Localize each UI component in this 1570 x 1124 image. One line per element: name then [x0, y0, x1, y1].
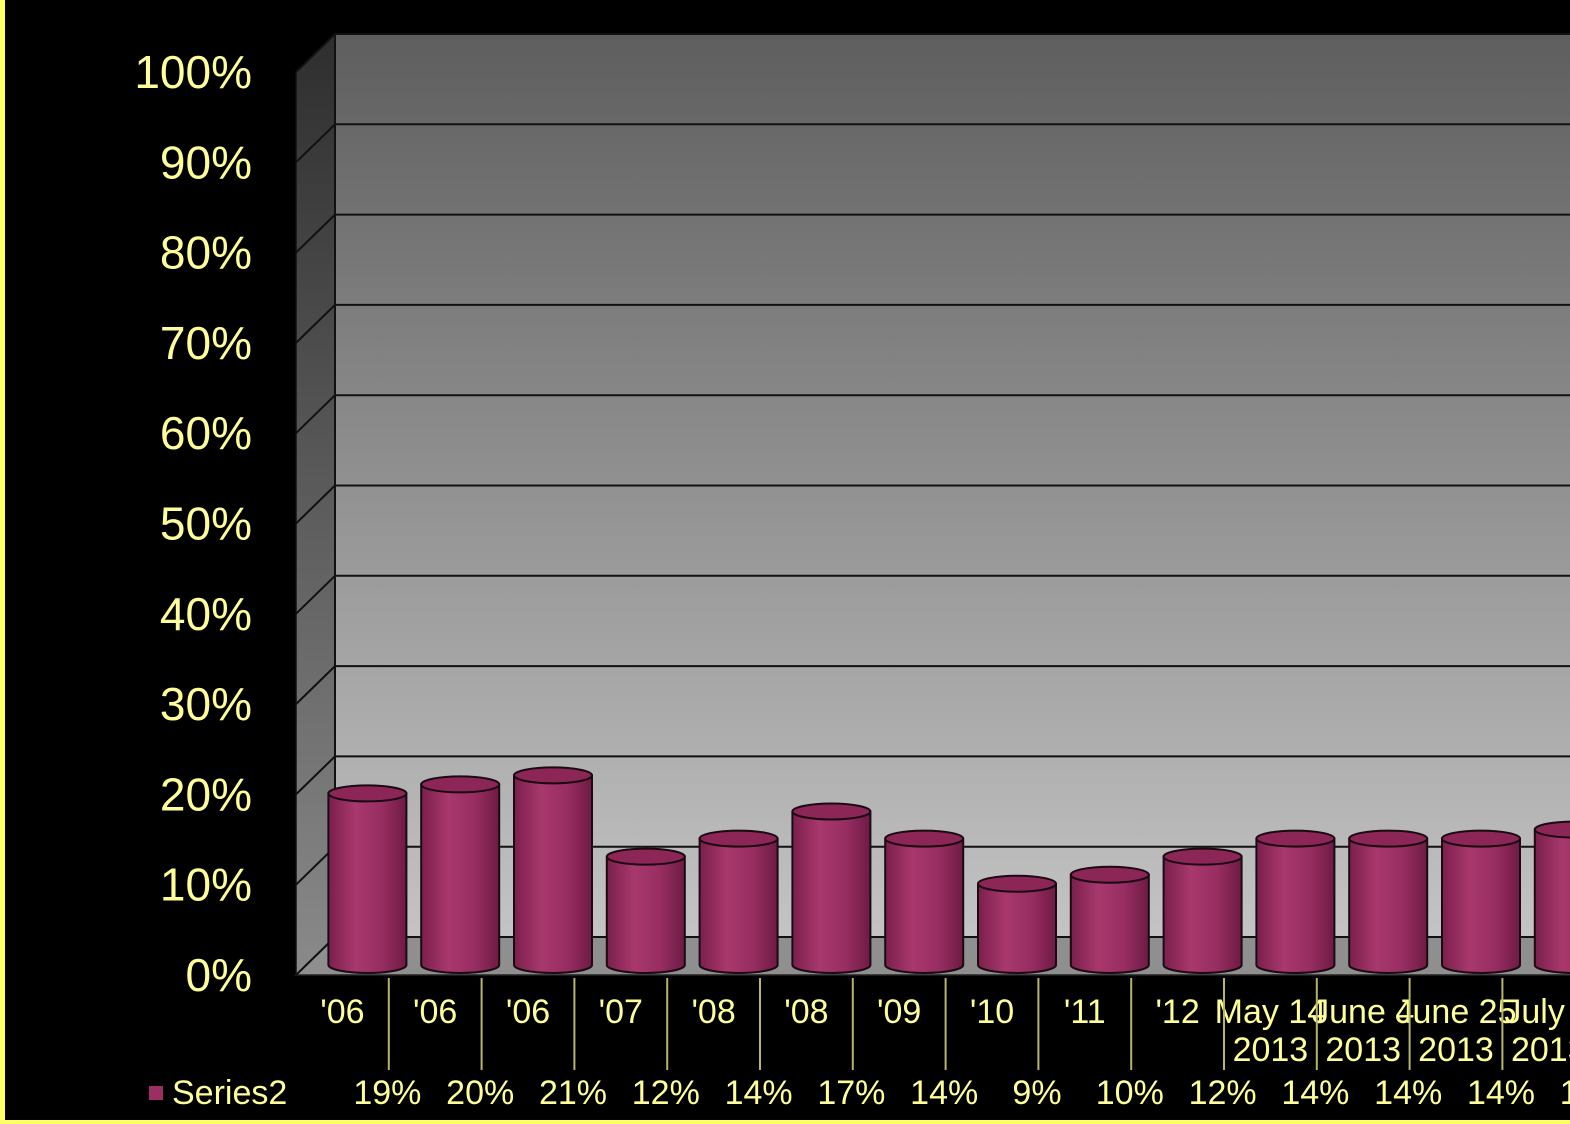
data-label: 14% — [1374, 1074, 1442, 1112]
y-tick-label: 0% — [186, 949, 252, 1001]
bar-body — [513, 774, 593, 974]
data-label: 12% — [632, 1074, 700, 1112]
gridline-side — [295, 484, 336, 525]
gridline-side — [295, 665, 336, 705]
bar-top — [1533, 820, 1570, 839]
gridline-side — [295, 33, 336, 73]
data-label: 9% — [1012, 1074, 1061, 1112]
bar — [605, 847, 686, 974]
bar-top — [791, 802, 872, 821]
x-tick-label: June 4 — [1312, 993, 1414, 1031]
x-tick-label: '12 — [1155, 993, 1199, 1031]
x-tick-label: '09 — [877, 993, 921, 1031]
x-tick-label: '06 — [506, 993, 550, 1031]
bar — [513, 766, 593, 974]
bar-body — [605, 855, 686, 974]
bar-top — [513, 766, 593, 785]
bar-body — [1069, 873, 1150, 974]
data-label: 14% — [1467, 1074, 1535, 1112]
data-label: 15% — [1560, 1074, 1570, 1112]
bar-body — [1533, 828, 1570, 974]
data-label: 14% — [1281, 1074, 1349, 1112]
y-tick-label: 80% — [160, 227, 252, 279]
bar-top — [698, 829, 779, 848]
data-label: 12% — [1189, 1074, 1257, 1112]
bar-body — [698, 837, 779, 974]
x-tick-label: 2013 — [1233, 1031, 1309, 1069]
gridline-side — [295, 123, 336, 164]
y-tick-label: 50% — [160, 498, 252, 550]
bar-body — [884, 837, 965, 974]
x-tick-label: '08 — [691, 993, 735, 1031]
x-tick-label: '06 — [413, 993, 457, 1031]
bar — [1441, 829, 1521, 974]
gridline-side — [295, 575, 336, 615]
gridline-side — [295, 304, 336, 344]
bar — [1255, 829, 1336, 974]
bar-top — [884, 829, 965, 848]
bar — [791, 802, 872, 974]
bar — [1162, 847, 1243, 974]
x-tick-label: '08 — [784, 993, 828, 1031]
x-tick-label: '07 — [599, 993, 643, 1031]
bar — [1348, 829, 1429, 974]
bar-top — [605, 847, 686, 866]
y-tick-label: 20% — [160, 768, 252, 820]
bar-top — [977, 874, 1057, 893]
y-tick-label: 100% — [134, 46, 252, 98]
bar-top — [1069, 865, 1150, 884]
bar-body — [1441, 837, 1521, 974]
y-tick-label: 40% — [160, 588, 252, 640]
bar-top — [327, 784, 408, 803]
data-label: 10% — [1096, 1074, 1164, 1112]
legend-series-name: Series2 — [172, 1074, 287, 1112]
bar — [420, 775, 501, 974]
data-label: 17% — [817, 1074, 885, 1112]
gridline-side — [295, 394, 336, 434]
bar — [1533, 820, 1570, 974]
data-label: 19% — [353, 1074, 421, 1112]
y-tick-label: 60% — [160, 407, 252, 459]
bar — [327, 784, 408, 974]
bar-body — [1348, 837, 1429, 974]
bar — [884, 829, 965, 974]
x-tick-label: July 1 — [1504, 993, 1570, 1031]
bar — [977, 874, 1057, 974]
bar-top — [1255, 829, 1336, 848]
data-label: 14% — [910, 1074, 978, 1112]
x-tick-label: May 14 — [1215, 993, 1327, 1031]
gridline-side — [295, 755, 336, 796]
bar — [698, 829, 779, 974]
y-tick-label: 30% — [160, 678, 252, 730]
gridline-side — [295, 213, 336, 254]
bar-top — [1441, 829, 1521, 848]
bar-body — [791, 810, 872, 974]
legend-swatch — [149, 1086, 163, 1100]
x-tick-label: June 25 — [1396, 993, 1517, 1031]
data-label: 14% — [725, 1074, 793, 1112]
x-tick-label: 2013 — [1325, 1031, 1401, 1069]
x-tick-label: 2013 — [1418, 1031, 1494, 1069]
data-label: 21% — [539, 1074, 607, 1112]
bar-body — [977, 882, 1057, 974]
y-tick-label: 70% — [160, 317, 252, 369]
bar-body — [1162, 855, 1243, 974]
bar — [1069, 865, 1150, 974]
bar-body — [327, 792, 408, 974]
bar-body — [420, 783, 501, 974]
bar-top — [1162, 847, 1243, 866]
x-tick-label: '06 — [320, 993, 364, 1031]
y-tick-label: 90% — [160, 136, 252, 188]
bar-top — [420, 775, 501, 794]
x-tick-label: 2013 — [1511, 1031, 1570, 1069]
x-tick-label: '11 — [1064, 993, 1106, 1031]
bar-top — [1348, 829, 1429, 848]
bar-body — [1255, 837, 1336, 974]
data-label: 20% — [446, 1074, 514, 1112]
x-tick-label: '10 — [970, 993, 1014, 1031]
y-tick-label: 10% — [160, 859, 252, 911]
